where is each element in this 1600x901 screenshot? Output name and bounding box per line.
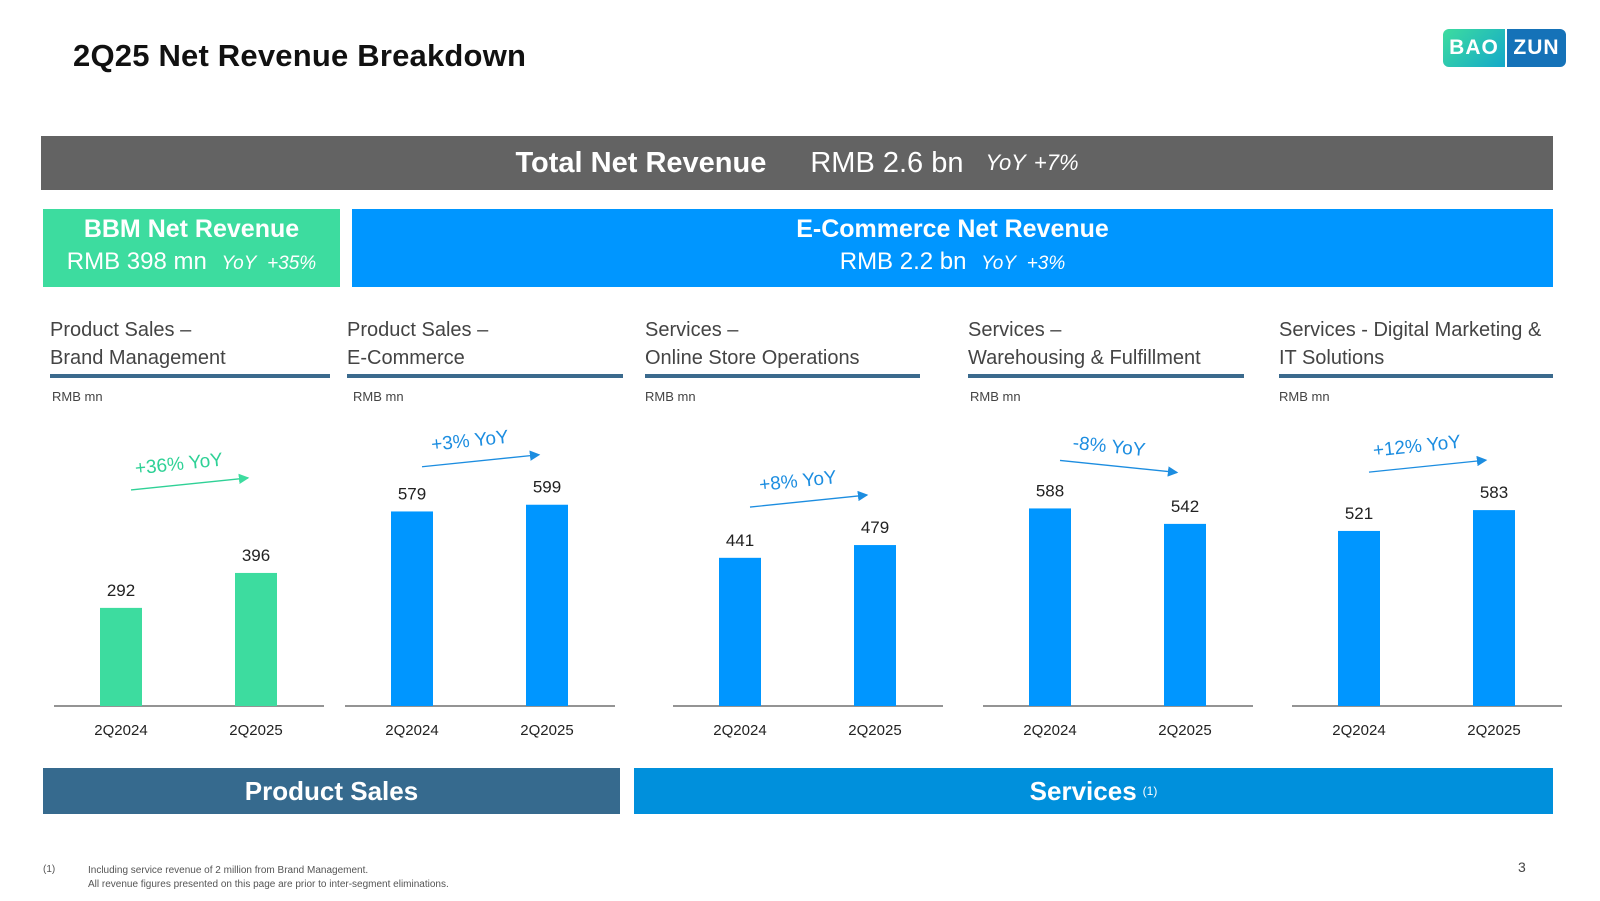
yoy-annotation: -8% YoY	[1072, 433, 1147, 461]
product-sales-group-bar: Product Sales	[43, 768, 620, 814]
ecommerce-yoy-value: +3%	[1026, 253, 1066, 274]
page-title: 2Q25 Net Revenue Breakdown	[73, 38, 527, 73]
segment-unit: RMB mn	[353, 389, 404, 404]
bar	[1473, 510, 1515, 706]
segment-header-line1: Services –	[968, 319, 1062, 341]
bar-value-label: 521	[1345, 504, 1373, 523]
total-revenue-value: RMB 2.6 bn	[810, 146, 964, 179]
yoy-arrow	[130, 473, 250, 491]
bar	[854, 545, 896, 706]
segment-header-line1: Services - Digital Marketing &	[1279, 319, 1542, 341]
yoy-annotation: +12% YoY	[1372, 432, 1462, 462]
yoy-arrow	[1368, 455, 1488, 473]
total-yoy-label: YoY	[985, 150, 1026, 175]
x-tick-label: 2Q2025	[1467, 722, 1520, 739]
ecommerce-value: RMB 2.2 bn	[839, 248, 967, 275]
bar	[526, 504, 568, 706]
yoy-annotation: +8% YoY	[758, 467, 838, 496]
bar	[1164, 523, 1206, 706]
x-tick-label: 2Q2025	[848, 722, 901, 739]
segment-header: Product Sales – Brand Management	[50, 316, 226, 372]
bbm-yoy-label: YoY	[221, 253, 257, 274]
segment-underline	[1279, 374, 1553, 378]
ecommerce-title: E-Commerce Net Revenue	[796, 215, 1109, 243]
segment-header: Services – Warehousing & Fulfillment	[968, 316, 1201, 372]
bar	[100, 607, 142, 706]
segment-unit: RMB mn	[645, 389, 696, 404]
x-tick-label: 2Q2025	[520, 722, 573, 739]
segment-header-line2: E-Commerce	[347, 347, 465, 369]
segment-header: Services – Online Store Operations	[645, 316, 860, 372]
bar	[1029, 508, 1071, 706]
page-number: 3	[1518, 859, 1526, 875]
x-tick-label: 2Q2025	[1158, 722, 1211, 739]
ecommerce-yoy-label: YoY	[981, 253, 1017, 274]
segment-underline	[347, 374, 623, 378]
x-tick-label: 2Q2024	[94, 722, 147, 739]
bbm-yoy-value: +35%	[267, 253, 317, 274]
yoy-arrow	[749, 490, 869, 508]
x-tick-label: 2Q2025	[229, 722, 282, 739]
yoy-arrow	[1059, 459, 1179, 477]
baozun-logo: BAO ZUN	[1443, 29, 1566, 67]
segment-header-line1: Product Sales –	[50, 319, 192, 341]
bar-value-label: 583	[1480, 483, 1508, 502]
segment-header-line2: Brand Management	[50, 347, 226, 369]
bar-value-label: 292	[107, 581, 135, 600]
logo-left: BAO	[1443, 29, 1505, 67]
bar-value-label: 579	[398, 484, 426, 503]
x-tick-label: 2Q2024	[1023, 722, 1076, 739]
footnote-line1: Including service revenue of 2 million f…	[88, 865, 369, 876]
footnote: Including service revenue of 2 million f…	[88, 864, 449, 892]
x-tick-label: 2Q2024	[1332, 722, 1385, 739]
segment-header-line2: Warehousing & Fulfillment	[968, 347, 1201, 369]
bbm-value: RMB 398 mn	[66, 248, 207, 275]
bar-value-label: 599	[533, 478, 561, 497]
footnote-marker: (1)	[43, 864, 56, 875]
bar	[719, 557, 761, 706]
x-tick-label: 2Q2024	[713, 722, 766, 739]
services-footnote-ref: (1)	[1142, 784, 1158, 798]
bbm-revenue-box: BBM Net Revenue RMB 398 mn YoY +35%	[43, 209, 340, 287]
segment-unit: RMB mn	[52, 389, 103, 404]
yoy-annotation: +3% YoY	[430, 427, 510, 456]
bar-value-label: 542	[1171, 497, 1199, 516]
x-tick-label: 2Q2024	[385, 722, 438, 739]
product-sales-label: Product Sales	[244, 775, 419, 806]
bar-value-label: 396	[242, 546, 270, 565]
segment-header-line2: IT Solutions	[1279, 347, 1385, 369]
segment-header-line1: Product Sales –	[347, 319, 489, 341]
segment-header: Services - Digital Marketing & IT Soluti…	[1279, 316, 1541, 372]
bbm-title: BBM Net Revenue	[83, 215, 300, 243]
total-revenue-banner: Total Net Revenue RMB 2.6 bn YoY +7%	[41, 136, 1553, 190]
services-group-bar: Services (1)	[634, 768, 1553, 814]
total-yoy-value: +7%	[1033, 150, 1079, 175]
bar	[391, 511, 433, 706]
segment-unit: RMB mn	[970, 389, 1021, 404]
segment-underline	[50, 374, 330, 378]
bar	[1338, 530, 1380, 706]
segment-header-line1: Services –	[645, 319, 739, 341]
segment-underline	[968, 374, 1244, 378]
ecommerce-revenue-box: E-Commerce Net Revenue RMB 2.2 bn YoY +3…	[352, 209, 1553, 287]
ecommerce-subline: RMB 2.2 bn YoY +3%	[352, 248, 1553, 276]
bar-value-label: 588	[1036, 481, 1064, 500]
bbm-subline: RMB 398 mn YoY +35%	[43, 248, 340, 276]
bar	[235, 572, 277, 706]
bar-value-label: 441	[726, 531, 754, 550]
yoy-annotation: +36% YoY	[134, 449, 224, 479]
segment-underline	[645, 374, 920, 378]
segment-header-line2: Online Store Operations	[645, 347, 860, 369]
yoy-arrow	[421, 450, 541, 468]
services-label: Services	[1029, 775, 1137, 806]
segment-header: Product Sales – E-Commerce	[347, 316, 488, 372]
footnote-line2: All revenue figures presented on this pa…	[88, 879, 449, 890]
logo-right: ZUN	[1505, 29, 1566, 67]
total-revenue-label: Total Net Revenue	[515, 146, 767, 179]
bar-value-label: 479	[861, 518, 889, 537]
segment-unit: RMB mn	[1279, 389, 1330, 404]
